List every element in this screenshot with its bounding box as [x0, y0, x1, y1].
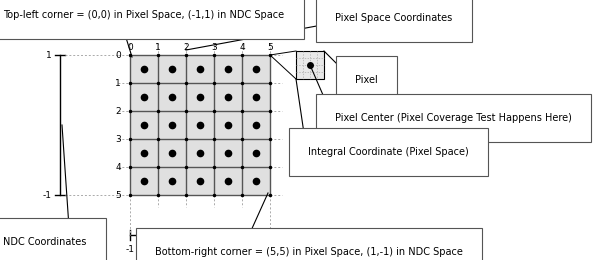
Text: 1: 1: [155, 42, 161, 51]
Bar: [186, 111, 214, 139]
Text: NDC Coordinates: NDC Coordinates: [3, 237, 86, 247]
Bar: [214, 139, 242, 167]
Text: 5: 5: [115, 191, 121, 199]
Bar: [130, 111, 158, 139]
Text: 1: 1: [115, 79, 121, 88]
Text: 3: 3: [115, 134, 121, 144]
Bar: [214, 55, 242, 83]
Text: 4: 4: [115, 162, 121, 172]
Bar: [186, 55, 214, 83]
Bar: [186, 83, 214, 111]
Text: Top-left corner = (0,0) in Pixel Space, (-1,1) in NDC Space: Top-left corner = (0,0) in Pixel Space, …: [3, 10, 284, 20]
Bar: [296, 51, 324, 79]
Text: Bottom-right corner = (5,5) in Pixel Space, (1,-1) in NDC Space: Bottom-right corner = (5,5) in Pixel Spa…: [155, 247, 463, 257]
Text: -1: -1: [43, 191, 52, 199]
Text: 0: 0: [115, 50, 121, 60]
Bar: [214, 83, 242, 111]
Text: -1: -1: [126, 245, 135, 254]
Text: Integral Coordinate (Pixel Space): Integral Coordinate (Pixel Space): [308, 147, 469, 157]
Bar: [130, 55, 158, 83]
Text: Pixel Center (Pixel Coverage Test Happens Here): Pixel Center (Pixel Coverage Test Happen…: [335, 113, 572, 123]
Bar: [158, 139, 186, 167]
Bar: [242, 167, 270, 195]
Bar: [242, 111, 270, 139]
Text: 1: 1: [47, 50, 52, 60]
Bar: [214, 111, 242, 139]
Bar: [158, 111, 186, 139]
Bar: [242, 139, 270, 167]
Text: 2: 2: [115, 107, 121, 115]
Text: 3: 3: [211, 42, 217, 51]
Text: Pixel: Pixel: [355, 75, 378, 85]
Text: Pixel Space Coordinates: Pixel Space Coordinates: [335, 13, 452, 23]
Bar: [158, 167, 186, 195]
Text: 2: 2: [183, 42, 189, 51]
Bar: [186, 139, 214, 167]
Bar: [214, 167, 242, 195]
Bar: [158, 83, 186, 111]
Text: 5: 5: [267, 42, 273, 51]
Bar: [158, 55, 186, 83]
Bar: [242, 55, 270, 83]
Bar: [130, 83, 158, 111]
Bar: [242, 83, 270, 111]
Bar: [186, 167, 214, 195]
Bar: [130, 139, 158, 167]
Text: 0: 0: [127, 42, 133, 51]
Text: 1: 1: [267, 245, 273, 254]
Bar: [130, 167, 158, 195]
Text: 4: 4: [239, 42, 245, 51]
